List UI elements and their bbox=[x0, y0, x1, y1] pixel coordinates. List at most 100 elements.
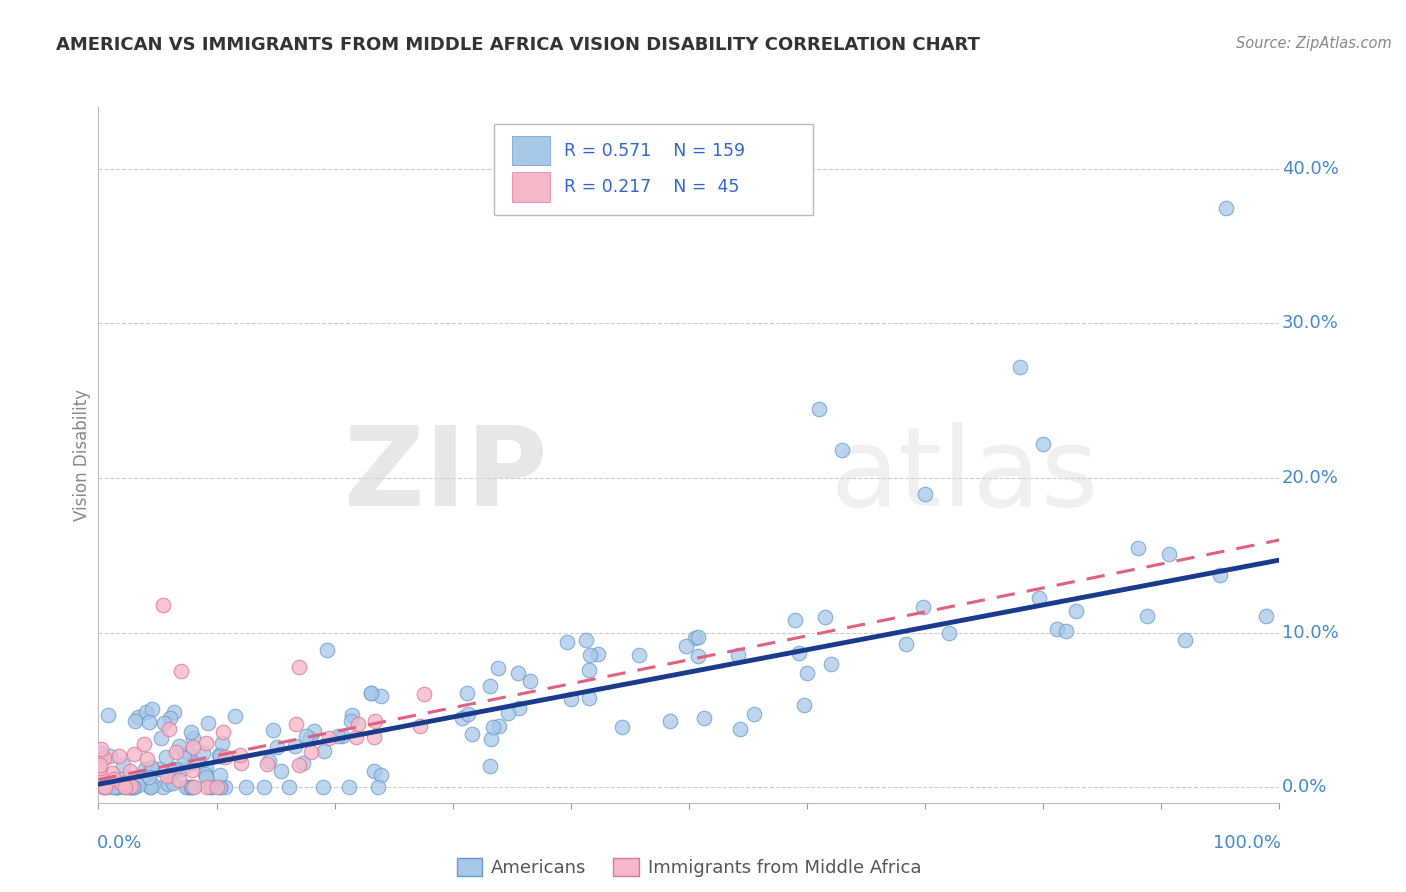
Point bbox=[1157, 547, 1180, 561]
Point bbox=[94, 780, 117, 795]
Point bbox=[285, 716, 308, 731]
Text: 30.0%: 30.0% bbox=[1282, 315, 1339, 333]
Point bbox=[90, 741, 112, 756]
Point bbox=[180, 780, 202, 795]
Point bbox=[162, 762, 184, 776]
Point bbox=[208, 768, 231, 782]
Point bbox=[340, 707, 363, 722]
Point bbox=[315, 643, 337, 657]
Point bbox=[91, 780, 114, 795]
Point bbox=[120, 780, 142, 795]
Point bbox=[93, 751, 115, 765]
Point bbox=[159, 711, 181, 725]
Point bbox=[367, 780, 389, 795]
Point bbox=[330, 729, 353, 743]
Point bbox=[266, 739, 288, 754]
Point bbox=[479, 732, 502, 747]
Point bbox=[170, 762, 193, 776]
Point bbox=[141, 763, 163, 777]
Point bbox=[1028, 591, 1050, 605]
Text: 40.0%: 40.0% bbox=[1282, 160, 1339, 178]
Point bbox=[451, 711, 474, 725]
Point bbox=[814, 609, 837, 624]
Point bbox=[89, 768, 111, 782]
Point bbox=[122, 780, 145, 795]
Point bbox=[176, 746, 198, 760]
Point bbox=[298, 731, 321, 745]
Point bbox=[486, 661, 509, 675]
Point bbox=[257, 754, 280, 768]
Point bbox=[180, 725, 202, 739]
Point bbox=[183, 780, 205, 795]
Point bbox=[114, 780, 136, 795]
Point bbox=[1046, 622, 1069, 636]
Point bbox=[194, 770, 217, 784]
Point bbox=[194, 735, 217, 749]
Point bbox=[156, 777, 179, 791]
Point bbox=[575, 633, 598, 648]
Point bbox=[675, 639, 697, 653]
Point bbox=[208, 780, 231, 795]
Point bbox=[578, 663, 600, 677]
Text: Source: ZipAtlas.com: Source: ZipAtlas.com bbox=[1236, 36, 1392, 51]
Point bbox=[478, 679, 501, 693]
Point bbox=[191, 746, 214, 760]
Point bbox=[108, 780, 131, 795]
Point bbox=[360, 686, 382, 700]
Point bbox=[122, 747, 145, 762]
Point bbox=[894, 637, 917, 651]
Point bbox=[152, 598, 174, 612]
Point bbox=[727, 648, 749, 662]
Point bbox=[461, 727, 484, 741]
Point bbox=[170, 665, 193, 679]
Point bbox=[253, 780, 276, 794]
Point bbox=[98, 749, 121, 764]
Point bbox=[1215, 201, 1237, 215]
Point bbox=[127, 710, 149, 724]
Point bbox=[139, 780, 162, 795]
Point bbox=[205, 780, 228, 795]
Point bbox=[912, 600, 935, 615]
Point bbox=[339, 714, 361, 729]
Point bbox=[197, 716, 219, 731]
Point bbox=[339, 780, 361, 795]
Point bbox=[363, 714, 385, 728]
Point bbox=[1054, 624, 1077, 639]
Point bbox=[207, 748, 229, 763]
Point bbox=[1254, 608, 1277, 623]
Point bbox=[1126, 541, 1149, 555]
Point bbox=[785, 613, 807, 627]
Legend: Americans, Immigrants from Middle Africa: Americans, Immigrants from Middle Africa bbox=[450, 851, 928, 884]
Point bbox=[195, 761, 218, 775]
Point bbox=[111, 772, 134, 787]
Point bbox=[688, 630, 710, 644]
Point bbox=[152, 780, 174, 795]
Text: 20.0%: 20.0% bbox=[1282, 469, 1339, 487]
Point bbox=[135, 706, 157, 720]
Point bbox=[138, 770, 160, 784]
FancyBboxPatch shape bbox=[512, 136, 550, 166]
Point bbox=[211, 725, 233, 739]
Point bbox=[173, 751, 195, 765]
Text: atlas: atlas bbox=[831, 422, 1099, 529]
Point bbox=[127, 778, 149, 792]
Point bbox=[586, 648, 609, 662]
Point bbox=[156, 769, 179, 783]
Point bbox=[193, 766, 215, 780]
Point bbox=[141, 702, 163, 716]
Point bbox=[111, 758, 134, 772]
Point bbox=[488, 719, 510, 733]
Point bbox=[208, 748, 231, 763]
Point bbox=[363, 730, 385, 744]
Point bbox=[796, 666, 818, 681]
Point bbox=[787, 646, 810, 660]
Point bbox=[200, 780, 222, 795]
Point bbox=[508, 665, 530, 680]
Point bbox=[163, 705, 186, 719]
Point bbox=[139, 760, 162, 774]
Point bbox=[409, 719, 432, 733]
Point bbox=[103, 780, 125, 795]
Point bbox=[914, 486, 936, 500]
Point bbox=[157, 723, 180, 737]
Point bbox=[132, 737, 155, 751]
